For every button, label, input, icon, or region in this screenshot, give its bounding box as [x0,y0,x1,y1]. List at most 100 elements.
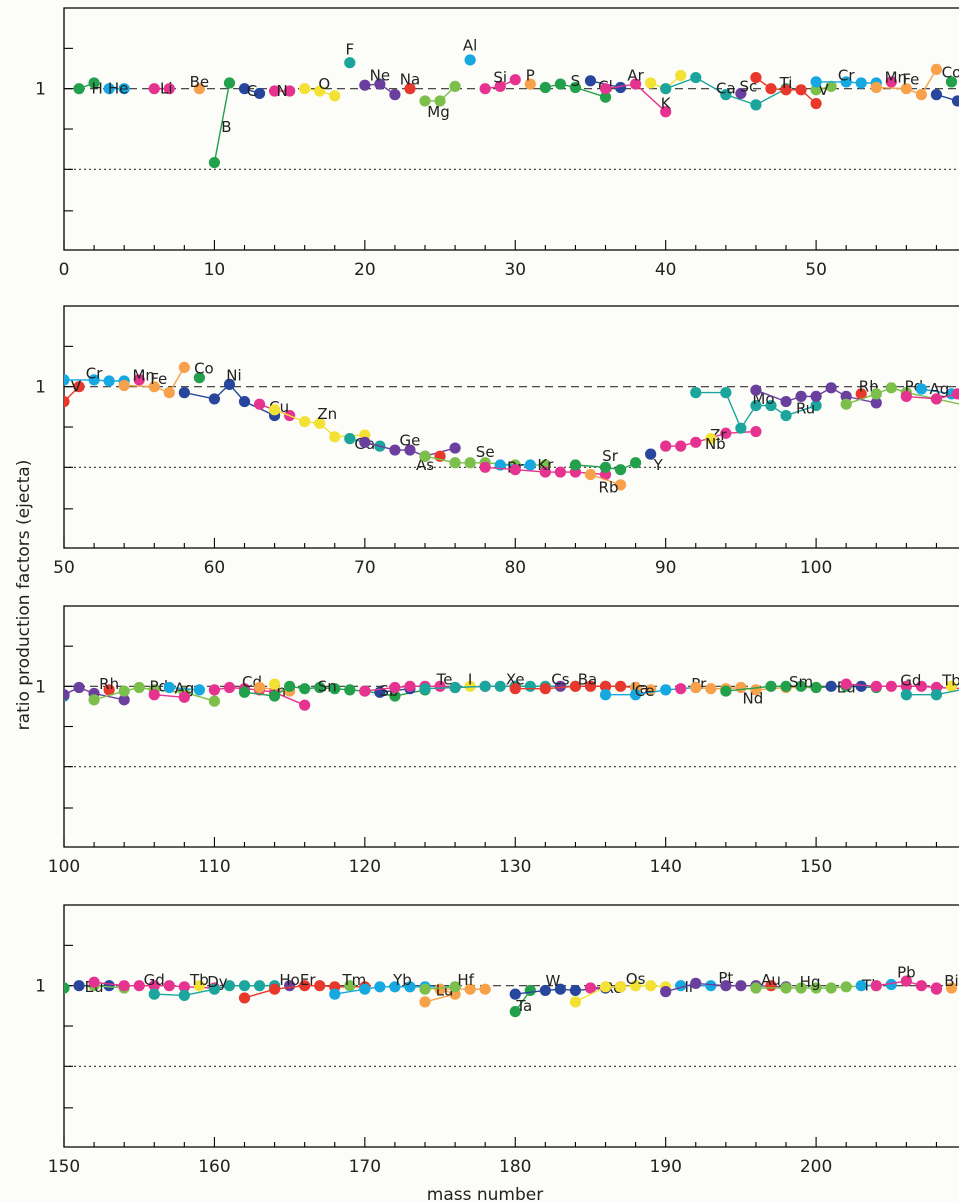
data-point-cr [64,374,70,386]
data-point-pb [915,980,927,992]
data-point-mg [434,95,446,107]
data-point-nd [705,683,717,695]
data-point-cl [584,75,597,87]
data-point-ni [208,393,221,405]
data-point-sm [720,685,732,697]
data-point-gd [840,678,852,690]
x-tick-label: 100 [800,558,832,578]
element-label-fe: Fe [902,71,919,89]
data-point-isotope [951,95,959,107]
data-point-ti [810,97,822,110]
data-point-w [569,984,582,997]
element-label-hg: Hg [800,973,821,991]
data-point-se [449,457,461,469]
data-point-lu [419,996,431,1008]
data-point-ca [690,71,702,84]
data-point-gd [915,680,927,692]
data-point-co [193,372,205,384]
element-label-k: K [661,95,672,113]
data-point-ru [795,390,807,402]
element-label-tb: Tb [941,672,959,690]
data-point-si [494,80,506,92]
panel-1: 101020304050HHeLiBeBCNOFNeNaMgAlSiPSClAr… [35,7,959,280]
element-label-sn: Sn [318,677,337,695]
data-point-cr [840,76,852,88]
element-label-ir: Ir [684,978,695,996]
element-label-sr: Sr [602,447,619,465]
data-point-o [314,85,326,97]
element-label-n: N [276,82,287,100]
element-label-zn: Zn [317,405,337,423]
element-label-dy: Dy [207,973,228,991]
data-point-pd [870,388,882,400]
data-point-sr [569,459,582,471]
element-label-ti: Ti [779,74,793,92]
data-point-lu [464,983,476,995]
x-tick-label: 60 [204,558,226,578]
data-point-ru [840,390,852,402]
data-point-ne [389,89,401,101]
panel-frame [63,305,959,549]
data-point-pd [885,382,897,394]
data-point-na [404,83,416,95]
element-label-rh: Rh [99,675,119,693]
data-point-lu [434,983,446,995]
element-label-as: As [416,456,434,474]
data-point-isotope [645,980,657,992]
y-tick-label: 1 [35,677,46,697]
y-tick-label: 1 [35,977,46,997]
x-tick-label: 200 [800,1157,832,1177]
data-point-ge [359,436,371,448]
element-label-i: I [468,671,472,689]
data-point-nd [690,681,702,694]
data-point-k [675,69,687,82]
data-point-he [103,83,115,95]
panel-frame [63,904,959,1148]
data-point-xe [419,683,431,695]
x-tick-label: 150 [800,857,832,877]
element-label-cr: Cr [838,66,855,84]
data-point-xe [524,680,536,692]
data-point-dy [238,980,251,992]
data-point-h [88,77,100,89]
data-point-fe [915,89,927,101]
data-point-ru [750,384,762,396]
element-label-b: B [221,118,231,136]
data-point-kr [479,461,491,473]
element-label-v: V [818,81,829,99]
data-point-ta [509,1006,521,1018]
data-point-dy [148,988,160,1000]
series-line-pb [876,980,937,989]
series-line-fe [124,367,185,394]
data-point-n [284,85,296,97]
data-point-ru [825,382,837,394]
data-point-sn [344,684,356,696]
series-line-sr [575,462,636,471]
data-point-yb [404,981,416,993]
x-tick-label: 20 [354,260,376,280]
data-point-he [118,83,130,95]
data-point-isotope [148,689,160,701]
data-point-fe [163,387,175,399]
data-point-xe [449,681,461,694]
data-point-v [73,381,85,393]
data-point-pb [900,975,912,987]
data-point-hg [810,982,822,994]
element-label-mg: Mg [427,103,449,121]
element-label-w: W [545,972,560,990]
data-point-isotope [268,678,281,690]
x-tick-label: 50 [53,558,75,578]
x-tick-label: 120 [349,857,381,877]
data-point-li [163,83,175,95]
data-point-ga [344,433,356,445]
data-point-isotope [73,681,85,694]
data-point-s [569,81,582,94]
data-point-ti [795,84,807,96]
element-label-lu: Lu [436,981,454,999]
element-label-c: C [247,82,257,100]
data-point-gd [88,976,100,988]
data-point-s [539,81,551,94]
data-point-er [238,992,251,1004]
data-point-ne [374,78,386,90]
x-tick-label: 180 [499,1157,531,1177]
